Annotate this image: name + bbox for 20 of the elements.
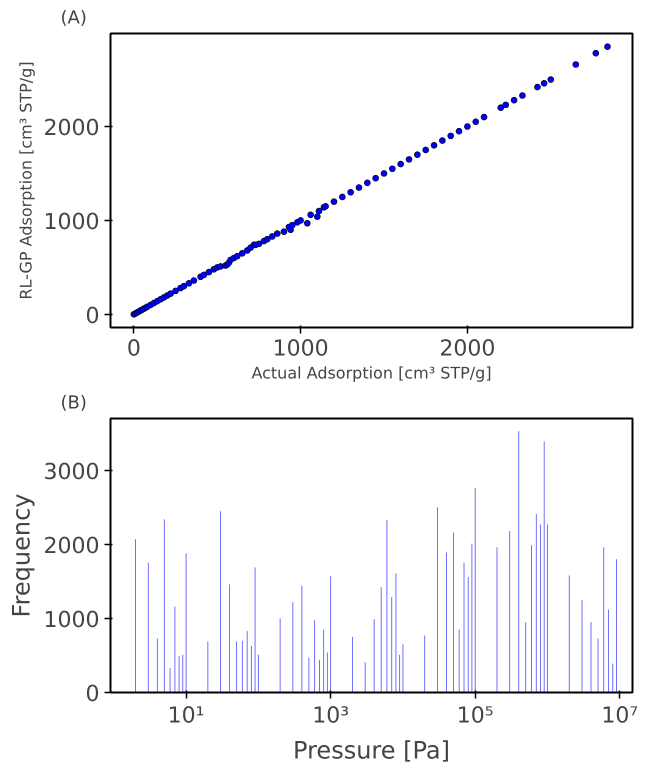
y-tick-label: 0 — [86, 304, 100, 329]
y-tick-label: 1000 — [44, 210, 100, 235]
x-tick-label: 10⁷ — [601, 704, 638, 728]
y-tick-label: 0 — [86, 682, 100, 707]
y-axis-title: Frequency — [8, 494, 36, 618]
text: (B) — [60, 392, 87, 414]
y-tick-label: 2000 — [44, 534, 100, 559]
x-axis-title: Actual Adsorption [cm³ STP/g] — [251, 364, 492, 382]
y-tick-label: 3000 — [44, 460, 100, 485]
x-tick-label: 10¹ — [168, 704, 205, 728]
x-axis-title: Pressure [Pa] — [293, 736, 450, 764]
x-tick-label: 1000 — [272, 336, 329, 362]
x-tick-label: 0 — [126, 336, 141, 362]
y-tick-label: 2000 — [44, 116, 100, 141]
text: (A) — [60, 8, 87, 28]
x-tick-label: 10³ — [312, 704, 350, 728]
y-axis-title: RL-GP Adsorption [cm³ STP/g] — [16, 61, 36, 300]
y-tick-label: 1000 — [44, 608, 100, 633]
x-tick-label: 2000 — [439, 336, 496, 362]
x-tick-label: 10⁵ — [456, 704, 494, 728]
